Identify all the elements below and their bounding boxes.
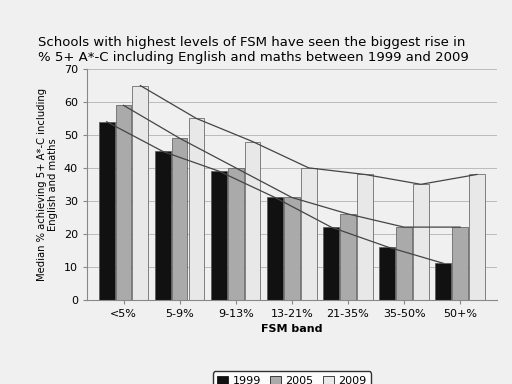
Bar <box>245 142 261 300</box>
Bar <box>188 119 204 300</box>
Text: Schools with highest levels of FSM have seen the biggest rise in
% 5+ A*-C inclu: Schools with highest levels of FSM have … <box>38 36 468 64</box>
Bar <box>340 214 356 300</box>
Bar <box>211 171 227 300</box>
Bar <box>379 247 395 300</box>
Bar <box>133 86 148 300</box>
Bar <box>172 138 187 300</box>
Bar <box>267 197 283 300</box>
Legend: 1999, 2005, 2009: 1999, 2005, 2009 <box>213 371 371 384</box>
Bar <box>116 105 132 300</box>
Bar <box>436 263 451 300</box>
Y-axis label: Median % achieving 5+ A*-C including
English and maths: Median % achieving 5+ A*-C including Eng… <box>37 88 58 281</box>
Bar <box>228 168 244 300</box>
Bar <box>357 174 373 300</box>
Bar <box>284 197 300 300</box>
X-axis label: FSM band: FSM band <box>261 324 323 334</box>
Bar <box>301 168 316 300</box>
Bar <box>323 227 339 300</box>
Bar <box>452 227 468 300</box>
Bar <box>155 151 170 300</box>
Bar <box>469 174 485 300</box>
Bar <box>99 122 115 300</box>
Bar <box>396 227 412 300</box>
Bar <box>413 184 429 300</box>
